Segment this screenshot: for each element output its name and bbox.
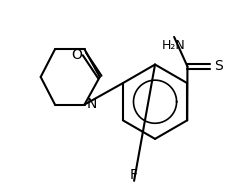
Text: N: N <box>86 97 97 111</box>
Text: S: S <box>213 60 222 74</box>
Text: F: F <box>130 168 138 182</box>
Text: H₂N: H₂N <box>162 39 185 52</box>
Text: O: O <box>70 48 81 62</box>
